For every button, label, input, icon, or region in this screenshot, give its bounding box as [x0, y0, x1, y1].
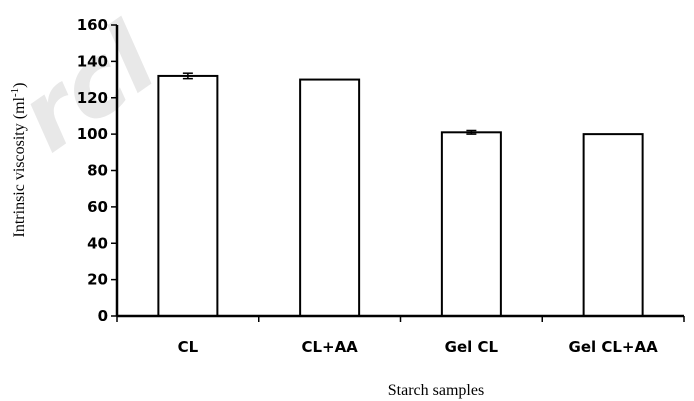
y-axis-title: Intrinsic viscosity (ml-1) — [9, 83, 28, 238]
y-tick-label: 160 — [77, 16, 108, 34]
x-tick-label: CL — [178, 338, 199, 356]
bar-gel-cl-aa — [582, 133, 644, 317]
y-ticks: 0 20 40 60 80 100 120 140 160 — [77, 16, 117, 325]
y-tick-label: 40 — [87, 234, 108, 252]
bar-gel-cl — [440, 131, 502, 317]
x-tick-label: Gel CL+AA — [569, 338, 659, 356]
y-tick-label: 80 — [87, 162, 108, 180]
y-tick-label: 60 — [87, 198, 108, 216]
y-tick-label: 120 — [77, 89, 108, 107]
x-tick-label: CL+AA — [301, 338, 358, 356]
y-tick-label: 140 — [77, 52, 108, 70]
y-tick-label: 20 — [87, 271, 108, 289]
bar-cl — [157, 74, 219, 317]
bars — [157, 74, 644, 317]
x-axis-title: Starch samples — [388, 382, 484, 399]
y-tick-label: 0 — [98, 307, 108, 325]
y-tick-label: 100 — [77, 125, 108, 143]
x-tick-label: Gel CL — [445, 338, 499, 356]
bar-cl-aa — [299, 78, 361, 317]
x-ticks: CL CL+AA Gel CL Gel CL+AA — [116, 316, 685, 356]
error-bars — [182, 72, 477, 135]
